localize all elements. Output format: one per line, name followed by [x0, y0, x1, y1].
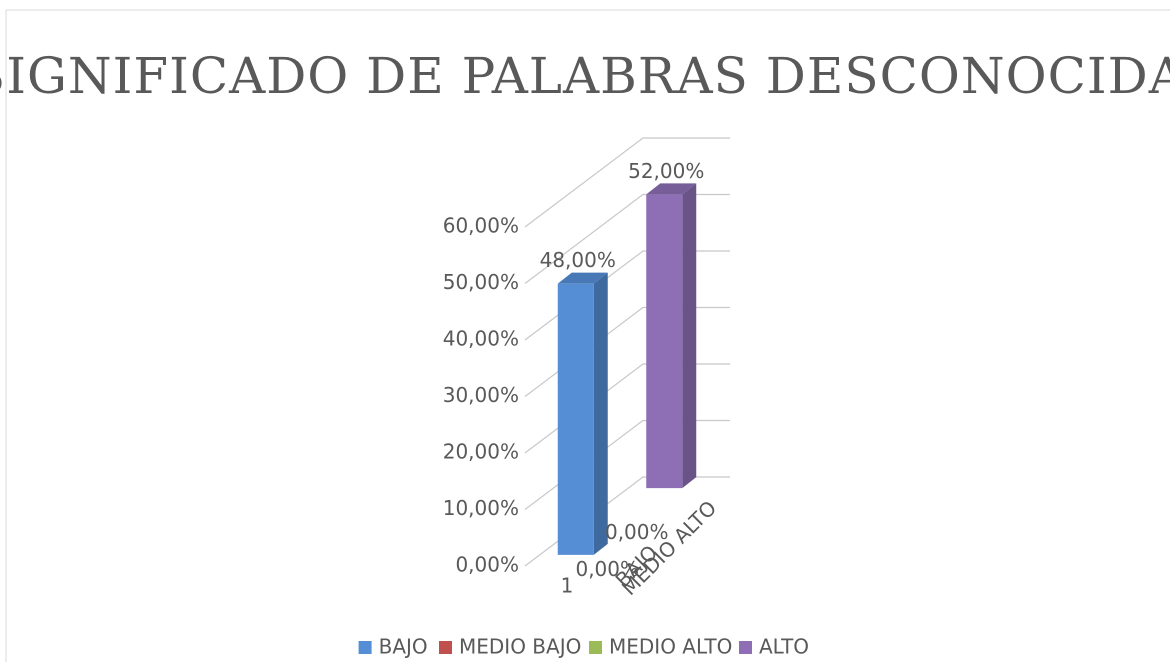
bar-side	[593, 272, 608, 555]
y-tick-label: 10,00%	[443, 496, 519, 520]
grid-line	[524, 137, 730, 228]
bar-top	[646, 183, 697, 195]
bar	[557, 283, 594, 555]
legend-label: BAJO	[379, 635, 428, 659]
legend-label: ALTO	[759, 635, 809, 659]
data-label: 52,00%	[628, 159, 704, 183]
y-tick-label: 0,00%	[455, 553, 519, 577]
data-label: 48,00%	[540, 248, 616, 272]
legend-swatch	[439, 641, 452, 654]
legend-swatch	[589, 641, 602, 654]
bar-side	[682, 183, 697, 489]
y-tick-label: 60,00%	[443, 214, 519, 238]
legend-label: MEDIO ALTO	[609, 635, 732, 659]
x-tick-label: 1	[561, 574, 574, 598]
y-tick-label: 40,00%	[443, 327, 519, 351]
data-label: 0,00%	[605, 520, 669, 544]
legend-swatch	[358, 641, 372, 654]
data-label: 0,00%	[575, 557, 639, 581]
y-tick-label: 50,00%	[443, 270, 519, 294]
legend-swatch	[739, 641, 752, 654]
bar-top	[557, 272, 608, 284]
y-tick-label: 20,00%	[443, 440, 519, 464]
chart-title: SIGNIFICADO DE PALABRAS DESCONOCIDAS	[0, 47, 1170, 105]
y-tick-label: 30,00%	[443, 383, 519, 407]
legend-label: MEDIO BAJO	[459, 635, 581, 659]
grid-line	[524, 193, 730, 284]
bar	[646, 194, 683, 489]
